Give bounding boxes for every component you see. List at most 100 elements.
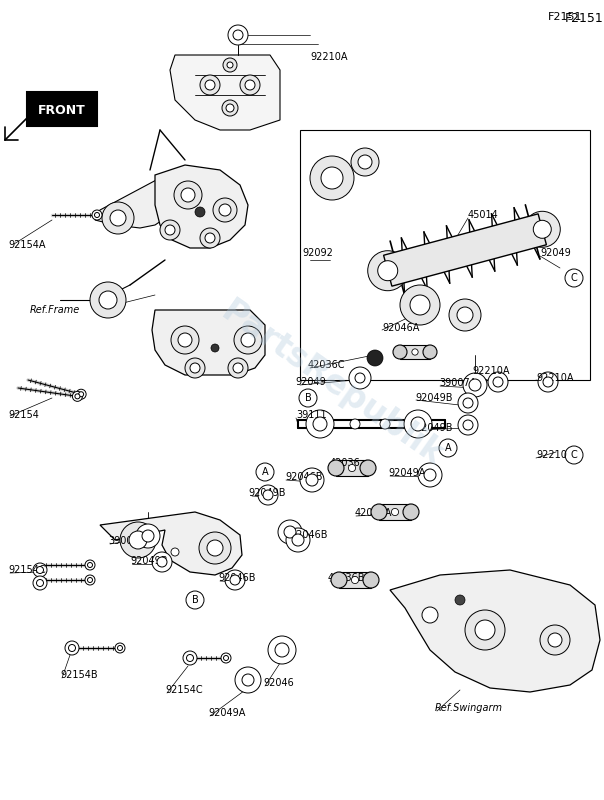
Circle shape — [349, 464, 356, 472]
Text: 92046B: 92046B — [290, 530, 327, 540]
Circle shape — [422, 607, 438, 623]
Text: Ref.Frame: Ref.Frame — [30, 305, 80, 315]
Circle shape — [352, 576, 359, 584]
Circle shape — [94, 213, 100, 218]
Text: 92046B: 92046B — [285, 472, 323, 482]
Circle shape — [185, 358, 205, 378]
Circle shape — [286, 528, 310, 552]
Text: 92210A: 92210A — [472, 366, 510, 376]
Text: F2151: F2151 — [565, 12, 604, 25]
Circle shape — [200, 75, 220, 95]
Circle shape — [449, 299, 481, 331]
Circle shape — [300, 468, 324, 492]
Circle shape — [240, 75, 260, 95]
Circle shape — [115, 643, 125, 653]
Circle shape — [403, 504, 419, 520]
Circle shape — [475, 620, 495, 640]
Text: FRONT: FRONT — [38, 103, 86, 117]
Circle shape — [363, 572, 379, 588]
Circle shape — [465, 610, 505, 650]
Text: 92210: 92210 — [536, 450, 567, 460]
Circle shape — [221, 653, 231, 663]
Circle shape — [68, 645, 76, 651]
Circle shape — [174, 181, 202, 209]
Circle shape — [349, 367, 371, 389]
Polygon shape — [384, 214, 547, 286]
Text: 92154: 92154 — [8, 410, 39, 420]
Polygon shape — [100, 512, 242, 575]
Text: 92046A: 92046A — [382, 323, 419, 333]
Circle shape — [165, 225, 175, 235]
Circle shape — [88, 562, 92, 567]
Circle shape — [211, 344, 219, 352]
Circle shape — [142, 530, 154, 542]
Text: A: A — [262, 467, 268, 477]
Circle shape — [292, 534, 304, 546]
Circle shape — [102, 202, 134, 234]
Circle shape — [358, 155, 372, 169]
Circle shape — [350, 419, 360, 429]
Circle shape — [275, 643, 289, 657]
Circle shape — [233, 363, 243, 373]
Circle shape — [378, 261, 397, 281]
Circle shape — [178, 333, 192, 347]
Polygon shape — [336, 460, 368, 476]
Circle shape — [88, 578, 92, 582]
Text: 45014: 45014 — [468, 210, 499, 220]
Circle shape — [223, 58, 237, 72]
Text: PartsRepublik: PartsRepublik — [215, 295, 449, 473]
Circle shape — [493, 377, 503, 387]
Text: 92046: 92046 — [263, 678, 294, 688]
Polygon shape — [379, 504, 411, 520]
Polygon shape — [155, 165, 248, 248]
Polygon shape — [390, 570, 600, 692]
FancyBboxPatch shape — [27, 92, 97, 126]
Text: 92154A: 92154A — [8, 240, 45, 250]
Circle shape — [284, 526, 296, 538]
Circle shape — [241, 333, 255, 347]
Circle shape — [463, 373, 487, 397]
Circle shape — [380, 419, 390, 429]
Circle shape — [195, 207, 205, 217]
Circle shape — [36, 579, 43, 586]
Circle shape — [400, 285, 440, 325]
Circle shape — [458, 415, 478, 435]
Circle shape — [278, 520, 302, 544]
Circle shape — [328, 460, 344, 476]
Circle shape — [225, 570, 245, 590]
Circle shape — [423, 345, 437, 359]
Text: 92154C: 92154C — [8, 565, 46, 575]
Circle shape — [219, 204, 231, 216]
Text: Ref.Swingarm: Ref.Swingarm — [435, 703, 503, 713]
Circle shape — [171, 326, 199, 354]
Circle shape — [120, 522, 156, 558]
Text: C: C — [571, 450, 577, 460]
Circle shape — [331, 572, 347, 588]
Polygon shape — [400, 345, 430, 359]
Circle shape — [538, 372, 558, 392]
Circle shape — [205, 233, 215, 243]
Text: 42036C: 42036C — [308, 360, 345, 370]
Circle shape — [228, 358, 248, 378]
Circle shape — [230, 575, 240, 585]
Text: 39007: 39007 — [108, 536, 139, 546]
Circle shape — [75, 394, 80, 399]
Text: B: B — [304, 393, 312, 403]
Text: 92049B: 92049B — [248, 488, 286, 498]
Circle shape — [393, 345, 407, 359]
Text: 92210A: 92210A — [310, 52, 347, 62]
Circle shape — [524, 211, 561, 247]
Circle shape — [110, 210, 126, 226]
Text: A: A — [445, 443, 451, 453]
Text: 92154C: 92154C — [165, 685, 202, 695]
Circle shape — [540, 625, 570, 655]
Circle shape — [235, 667, 261, 693]
Text: 39111: 39111 — [296, 410, 327, 420]
Circle shape — [488, 372, 508, 392]
Polygon shape — [170, 55, 280, 130]
Circle shape — [190, 363, 200, 373]
Circle shape — [418, 463, 442, 487]
Text: 42036B: 42036B — [328, 573, 365, 583]
Circle shape — [171, 548, 179, 556]
Circle shape — [76, 390, 86, 399]
